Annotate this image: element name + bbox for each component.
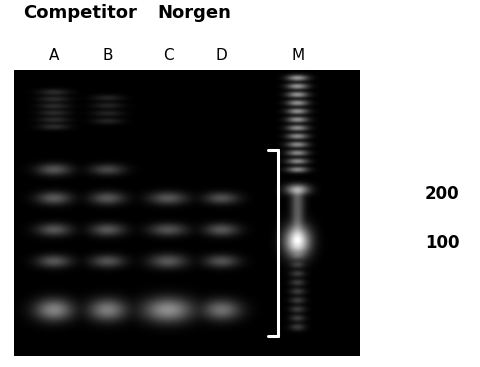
Text: M: M [291, 48, 304, 63]
Text: Norgen: Norgen [157, 4, 231, 22]
Text: C: C [163, 48, 173, 63]
Text: Competitor: Competitor [23, 4, 137, 22]
Text: D: D [216, 48, 228, 63]
Text: B: B [102, 48, 113, 63]
Text: 100: 100 [425, 234, 459, 252]
Text: A: A [49, 48, 60, 63]
Text: 200: 200 [425, 185, 459, 203]
